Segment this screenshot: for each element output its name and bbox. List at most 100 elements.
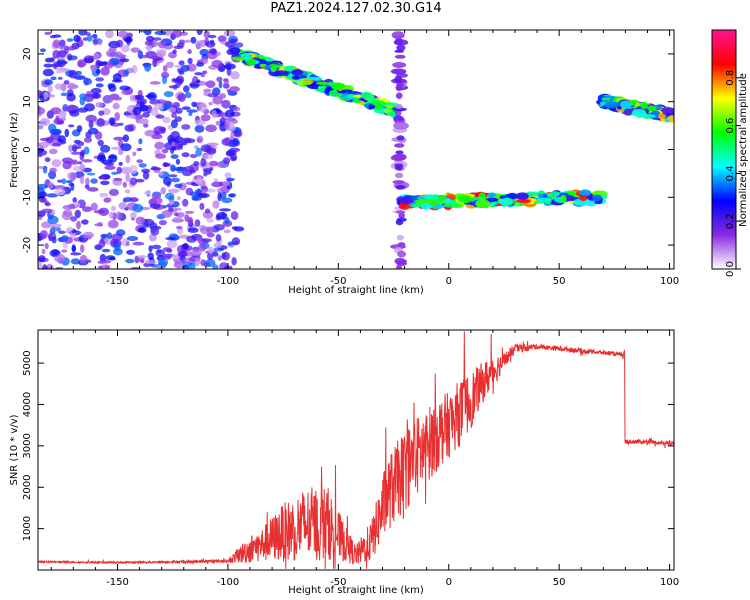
heatmap-cell-0-899: [54, 188, 66, 196]
heatmap-cell-0-213: [70, 151, 82, 155]
heatmap-cell-0-8: [151, 244, 162, 250]
heatmap-cell-0-211: [118, 161, 123, 166]
heatmap-cell-0-866: [156, 50, 166, 58]
heatmap-cell-0-649: [154, 30, 167, 36]
heatmap-cell-0-157: [142, 111, 150, 118]
heatmap-cell-0-762: [79, 93, 87, 100]
heatmap-cell-0-416: [109, 211, 114, 219]
heatmap-cell-0-790: [211, 109, 217, 119]
heatmap-cell-0-791: [63, 80, 70, 85]
heatmap-cell-0-877: [161, 209, 173, 218]
heatmap-cell-3-1453: [458, 195, 474, 204]
heatmap-cell-0-560: [95, 68, 101, 75]
heatmap-cell-0-728: [72, 159, 78, 163]
heatmap-cell-0-631: [181, 106, 191, 110]
heatmap-cell-0-646: [97, 265, 103, 269]
heatmap-cell-0-321: [41, 221, 52, 229]
heatmap-cell-0-484: [95, 59, 101, 69]
heatmap-cell-0-487: [101, 248, 111, 253]
heatmap-cell-0-9: [111, 171, 119, 175]
heatmap-cell-0-835: [136, 98, 147, 105]
heatmap-cell-1-1156: [315, 81, 330, 85]
heatmap-cell-0-781: [220, 181, 230, 187]
colorbar-tick-label-0.8: 0.8: [725, 70, 736, 86]
heatmap-cell-0-471: [231, 226, 238, 230]
heatmap-cell-0-601: [144, 259, 157, 265]
heatmap-cell-0-874: [150, 107, 159, 116]
heatmap-cell-0-125: [149, 81, 161, 85]
heatmap-cell-0-865: [108, 154, 118, 163]
heatmap-cell-0-393: [208, 34, 217, 39]
heatmap-cell-0-562: [215, 234, 222, 242]
heatmap-cell-0-464: [163, 256, 171, 260]
heatmap-cell-0-897: [221, 251, 231, 261]
colorbar-tick-label-0.2: 0.2: [725, 213, 736, 229]
heatmap-cell-0-662: [155, 114, 165, 119]
heatmap-cell-0-831: [158, 220, 167, 226]
heatmap-cell-0-241: [199, 48, 209, 57]
colorbar-gradient: [711, 29, 737, 270]
heatmap-cell-0-415: [99, 192, 109, 198]
heatmap-cell-0-503: [40, 48, 46, 53]
heatmap-cell-0-336: [82, 206, 93, 213]
heatmap-cell-0-792: [66, 93, 76, 102]
heatmap-cell-0-679: [233, 131, 242, 137]
heatmap-cell-4-1726: [656, 113, 666, 119]
heatmap-cell-0-266: [209, 160, 219, 167]
heatmap-cell-0-264: [188, 262, 196, 269]
heatmap-cell-0-758: [51, 249, 60, 256]
heatmap-cell-0-840: [50, 107, 62, 115]
heatmap-cell-0-86: [95, 77, 104, 82]
heatmap-cell-0-892: [123, 198, 131, 203]
heatmap-cell-0-495: [163, 176, 172, 186]
heatmap-cell-0-786: [124, 124, 134, 132]
heatmap-cell-0-671: [61, 249, 68, 253]
heatmap-cell-0-570: [66, 180, 73, 184]
heatmap-cell-0-863: [58, 110, 67, 119]
heatmap-cell-0-428: [107, 219, 119, 229]
heatmap-cell-0-872: [67, 46, 76, 51]
heatmap-cell-0-296: [49, 148, 58, 155]
heatmap-cell-0-588: [113, 136, 125, 141]
colorbar-tick-label-0: 0.0: [725, 261, 736, 277]
heatmap-cell-0-557: [129, 197, 139, 203]
heatmap-cell-0-545: [74, 209, 82, 219]
heatmap-cell-0-707: [71, 244, 76, 253]
heatmap-cell-0-534: [118, 202, 127, 210]
heatmap-cell-2-1201: [395, 219, 404, 226]
heatmap-cell-0-858: [38, 183, 48, 190]
heatmap-cell-0-889: [41, 266, 49, 269]
heatmap-cell-0-81: [223, 229, 231, 234]
heatmap-cell-0-709: [174, 207, 182, 211]
heatmap-cell-0-632: [196, 135, 204, 144]
heatmap-cell-0-678: [200, 73, 205, 78]
heatmap-cell-0-258: [62, 106, 69, 112]
snr-ytick-label-5000: 5000: [22, 350, 33, 375]
heatmap-cell-0-618: [76, 220, 81, 230]
heatmap-cell-0-265: [178, 39, 186, 45]
heatmap-cell-0-578: [137, 227, 145, 233]
heatmap-cell-0-849: [233, 106, 241, 112]
heatmap-cell-0-731: [80, 149, 85, 157]
heatmap-cell-0-635: [44, 58, 55, 63]
heatmap-cell-2-1218: [393, 122, 409, 130]
heatmap-cell-0-664: [186, 109, 198, 113]
heatmap-cell-0-883: [66, 226, 74, 232]
heatmap-cell-0-513: [182, 198, 189, 207]
heatmap-cell-0-784: [42, 68, 54, 77]
heatmap-cell-0-691: [143, 218, 155, 226]
heatmap-cell-0-656: [120, 143, 132, 152]
heatmap-cell-2-1175: [398, 213, 406, 219]
heatmap-cell-0-681: [136, 147, 143, 152]
heatmap-cell-0-62: [130, 47, 140, 53]
heatmap-cell-0-410: [149, 99, 162, 105]
heatmap-cell-0-749: [123, 69, 130, 76]
heatmap-ytick-label-10: 10: [22, 95, 33, 108]
heatmap-cell-0-348: [112, 102, 120, 110]
heatmap-cell-0-218: [227, 90, 238, 96]
snr-xtick-label--150: -150: [106, 577, 129, 588]
heatmap-cell-0-88: [202, 210, 214, 219]
heatmap-cell-2-1188: [395, 150, 404, 155]
heatmap-cell-0-816: [85, 114, 97, 123]
heatmap-cell-0-845: [38, 124, 44, 130]
